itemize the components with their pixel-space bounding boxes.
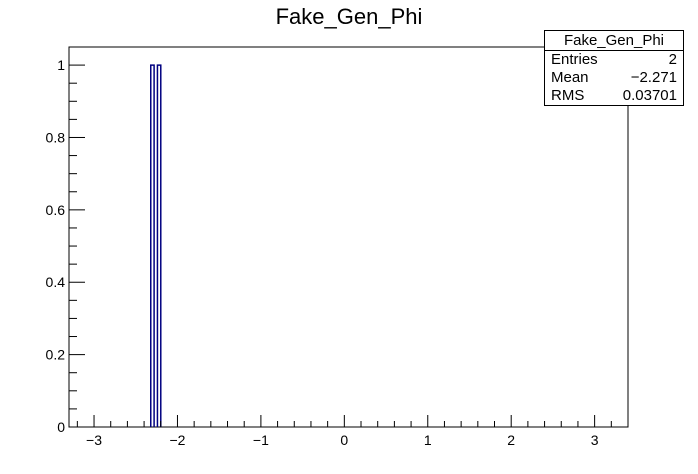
- stats-value: −2.271: [630, 69, 677, 86]
- y-tick-label: 0.2: [46, 347, 66, 363]
- stats-value: 2: [668, 51, 677, 68]
- y-tick-label: 0: [57, 419, 65, 435]
- stats-box-title: Fake_Gen_Phi: [545, 31, 683, 51]
- histogram-bin: [156, 64, 162, 427]
- y-tick-label: 1: [57, 57, 65, 73]
- plot-frame-rect: [68, 46, 629, 428]
- stats-row-rms: RMS 0.03701: [545, 87, 683, 105]
- x-tick-label: 2: [507, 432, 515, 448]
- stats-box: Fake_Gen_Phi Entries 2 Mean −2.271 RMS 0…: [544, 30, 684, 106]
- x-tick-label: −1: [253, 432, 269, 448]
- x-tick-label: 0: [340, 432, 348, 448]
- x-tick-label: −3: [86, 432, 102, 448]
- y-tick-label: 0.4: [46, 274, 66, 290]
- stats-label: RMS: [551, 87, 585, 104]
- histogram-bin: [150, 64, 155, 427]
- stats-label: Entries: [551, 51, 598, 68]
- plot-frame: [68, 46, 629, 428]
- y-tick-label: 0.6: [46, 202, 66, 218]
- histogram-bins: [150, 64, 162, 427]
- stats-label: Mean: [551, 69, 589, 86]
- x-axis: −3 −2 −1 0 1 2 3: [76, 415, 629, 448]
- x-tick-label: −2: [169, 432, 185, 448]
- y-axis: 0 0.2 0.4 0.6 0.8 1: [46, 46, 85, 435]
- x-tick-label: 3: [591, 432, 599, 448]
- stats-row-mean: Mean −2.271: [545, 69, 683, 87]
- y-tick-label: 0.8: [46, 129, 66, 145]
- x-tick-label: 1: [424, 432, 432, 448]
- chart-title: Fake_Gen_Phi: [275, 4, 423, 29]
- stats-value: 0.03701: [622, 87, 677, 104]
- stats-row-entries: Entries 2: [545, 51, 683, 69]
